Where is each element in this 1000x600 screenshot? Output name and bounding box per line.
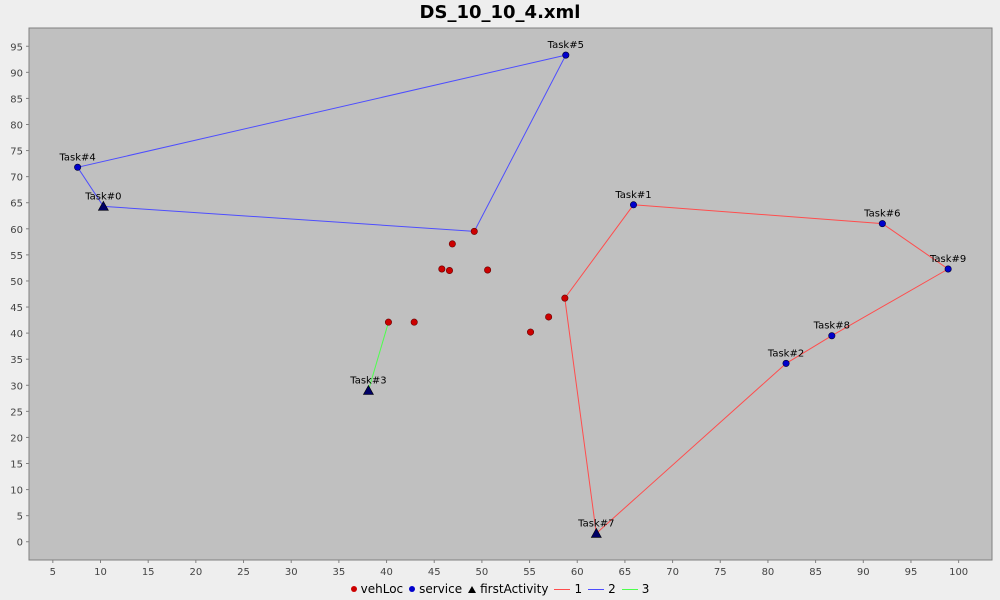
service-point bbox=[944, 265, 952, 273]
first-activity-marker bbox=[590, 527, 602, 538]
service-point bbox=[782, 359, 790, 367]
legend-dot-icon bbox=[350, 586, 357, 592]
x-tick-label: 40 bbox=[380, 567, 393, 578]
route-3-line bbox=[367, 322, 389, 391]
task-label: Task#0 bbox=[84, 191, 121, 202]
legend-line-icon bbox=[588, 588, 605, 590]
x-tick-label: 85 bbox=[809, 567, 822, 578]
first-activity-marker bbox=[97, 200, 109, 211]
service-point bbox=[562, 51, 570, 59]
plot-area bbox=[28, 27, 993, 561]
x-tick-label: 95 bbox=[905, 567, 918, 578]
legend-item: 1 bbox=[554, 582, 582, 596]
axes: 0 5 10 15 20 25 30 35 40 45 50 55 60 65 70 75 80 85 90 95 5 1… bbox=[10, 42, 968, 578]
task-label: Task#8 bbox=[813, 321, 850, 332]
vehloc-point bbox=[438, 265, 446, 273]
vehloc-point bbox=[470, 227, 478, 235]
route-1-line bbox=[564, 204, 950, 534]
y-tick-label: 45 bbox=[10, 303, 23, 314]
task-label: Task#9 bbox=[929, 254, 966, 265]
x-tick-label: 10 bbox=[94, 567, 107, 578]
vehicle-locations bbox=[384, 227, 569, 336]
legend-label: firstActivity bbox=[480, 582, 549, 596]
y-tick-label: 40 bbox=[10, 329, 23, 340]
y-tick-label: 75 bbox=[10, 147, 23, 158]
y-tick-label: 5 bbox=[17, 512, 23, 523]
y-tick-label: 30 bbox=[10, 381, 23, 392]
vehloc-point bbox=[410, 318, 418, 326]
y-tick-label: 60 bbox=[10, 225, 23, 236]
x-tick-label: 70 bbox=[666, 567, 679, 578]
x-tick-label: 25 bbox=[237, 567, 250, 578]
y-tick-label: 50 bbox=[10, 277, 23, 288]
chart-title: DS_10_10_4.xml bbox=[419, 2, 581, 23]
legend-label: 3 bbox=[641, 582, 650, 596]
task-label: Task#4 bbox=[58, 152, 95, 163]
x-tick-label: 20 bbox=[189, 567, 202, 578]
y-tick-label: 55 bbox=[10, 251, 23, 262]
y-tick-label: 90 bbox=[10, 68, 23, 79]
y-tick-label: 25 bbox=[10, 407, 23, 418]
x-tick-label: 15 bbox=[142, 567, 155, 578]
vehloc-point bbox=[545, 313, 553, 321]
vehloc-point bbox=[384, 318, 392, 326]
task-label: Task#2 bbox=[767, 348, 804, 359]
x-tick-label: 60 bbox=[571, 567, 584, 578]
service-point bbox=[629, 201, 637, 209]
vehloc-point bbox=[448, 240, 456, 248]
task-label: Task#1 bbox=[614, 190, 651, 201]
legend-label: 2 bbox=[608, 582, 616, 596]
service-point bbox=[878, 220, 886, 228]
legend-label: vehLoc bbox=[360, 582, 404, 596]
service-point bbox=[828, 332, 836, 340]
task-label: Task#7 bbox=[577, 518, 614, 529]
vehloc-point bbox=[484, 266, 492, 274]
y-tick-label: 70 bbox=[10, 173, 23, 184]
task-markers: Task#0 Task#1 Task#2 Task#3 Task#4 Task#5 Task… bbox=[58, 40, 966, 538]
legend-label: 1 bbox=[574, 582, 583, 596]
legend-item: 2 bbox=[588, 582, 616, 596]
legend-line-icon bbox=[554, 588, 571, 590]
x-tick-label: 30 bbox=[285, 567, 298, 578]
x-tick-label: 80 bbox=[762, 567, 775, 578]
x-tick-label: 75 bbox=[714, 567, 727, 578]
y-tick-label: 10 bbox=[10, 486, 23, 497]
x-tick-label: 65 bbox=[619, 567, 632, 578]
first-activity-marker bbox=[362, 384, 374, 395]
task-label: Task#3 bbox=[349, 375, 386, 386]
legend-item: vehLoc bbox=[350, 582, 404, 596]
legend-item: service bbox=[409, 582, 462, 596]
vehloc-point bbox=[527, 328, 535, 336]
service-point bbox=[74, 163, 82, 171]
y-tick-label: 0 bbox=[17, 538, 23, 549]
task-label: Task#5 bbox=[547, 40, 584, 51]
x-tick-label: 90 bbox=[857, 567, 870, 578]
y-tick-label: 20 bbox=[10, 433, 23, 444]
y-tick-label: 85 bbox=[10, 94, 23, 105]
vehloc-point bbox=[445, 267, 453, 275]
y-tick-label: 95 bbox=[10, 42, 23, 53]
x-tick-label: 50 bbox=[476, 567, 489, 578]
y-tick-label: 35 bbox=[10, 355, 23, 366]
x-tick-label: 35 bbox=[333, 567, 346, 578]
legend-item: firstActivity bbox=[468, 582, 548, 596]
x-tick-label: 45 bbox=[428, 567, 441, 578]
y-tick-label: 80 bbox=[10, 120, 23, 131]
legend-dot-icon bbox=[409, 586, 416, 592]
y-tick-label: 15 bbox=[10, 460, 23, 471]
vehloc-point bbox=[561, 294, 569, 302]
x-tick-label: 5 bbox=[50, 567, 56, 578]
y-tick-label: 65 bbox=[10, 199, 23, 210]
task-label: Task#6 bbox=[863, 209, 900, 220]
legend: vehLoc service firstActivity 1 2 3 bbox=[0, 582, 1000, 596]
legend-label: service bbox=[419, 582, 463, 596]
legend-triangle-icon bbox=[468, 585, 477, 593]
legend-line-icon bbox=[621, 588, 638, 590]
legend-item: 3 bbox=[621, 582, 650, 596]
x-tick-label: 100 bbox=[949, 567, 968, 578]
x-tick-label: 55 bbox=[523, 567, 536, 578]
